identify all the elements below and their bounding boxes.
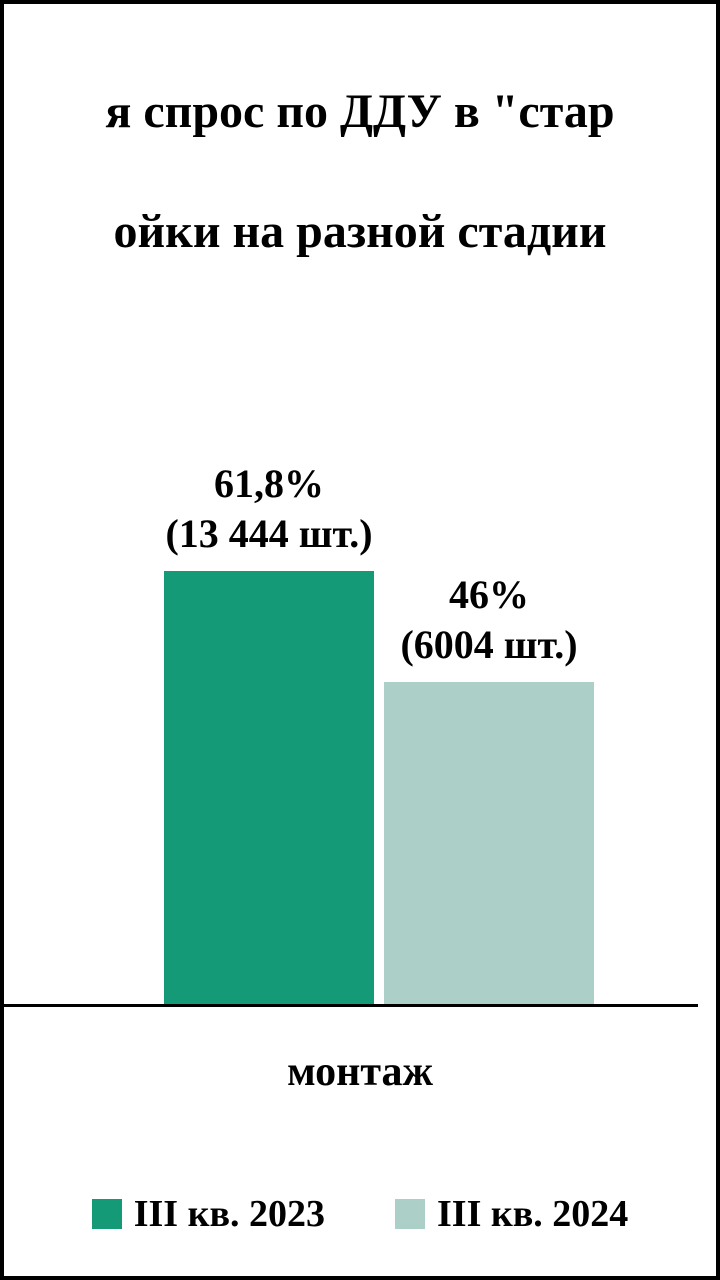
legend-swatch-2023 (92, 1199, 122, 1229)
legend-swatch-2024 (395, 1199, 425, 1229)
bar-q3_2024 (384, 682, 594, 1004)
chart-title-line2: ойки на разной стадии (114, 205, 607, 258)
x-axis-label: монтаж (4, 1048, 716, 1096)
bar-percent-q3_2023: 61,8% (119, 459, 419, 509)
bar-label-q3_2023: 61,8%(13 444 шт.) (119, 459, 419, 559)
legend-item-2023: III кв. 2023 (92, 1192, 325, 1236)
bar-count-q3_2023: (13 444 шт.) (119, 509, 419, 559)
plot-area: 61,8%(13 444 шт.) 46%(6004 шт.) (4, 304, 698, 1007)
legend-label-2024: III кв. 2024 (437, 1192, 628, 1236)
bar-count-q3_2024: (6004 шт.) (339, 620, 639, 670)
bar-label-q3_2024: 46%(6004 шт.) (339, 570, 639, 670)
chart-title: я спрос по ДДУ в "стар ойки на разной ст… (0, 22, 720, 262)
legend: III кв. 2023 III кв. 2024 (4, 1192, 716, 1236)
legend-item-2024: III кв. 2024 (395, 1192, 628, 1236)
bar-percent-q3_2024: 46% (339, 570, 639, 620)
chart-frame: я спрос по ДДУ в "стар ойки на разной ст… (0, 0, 720, 1280)
chart-title-line1: я спрос по ДДУ в "стар (105, 85, 614, 138)
legend-label-2023: III кв. 2023 (134, 1192, 325, 1236)
